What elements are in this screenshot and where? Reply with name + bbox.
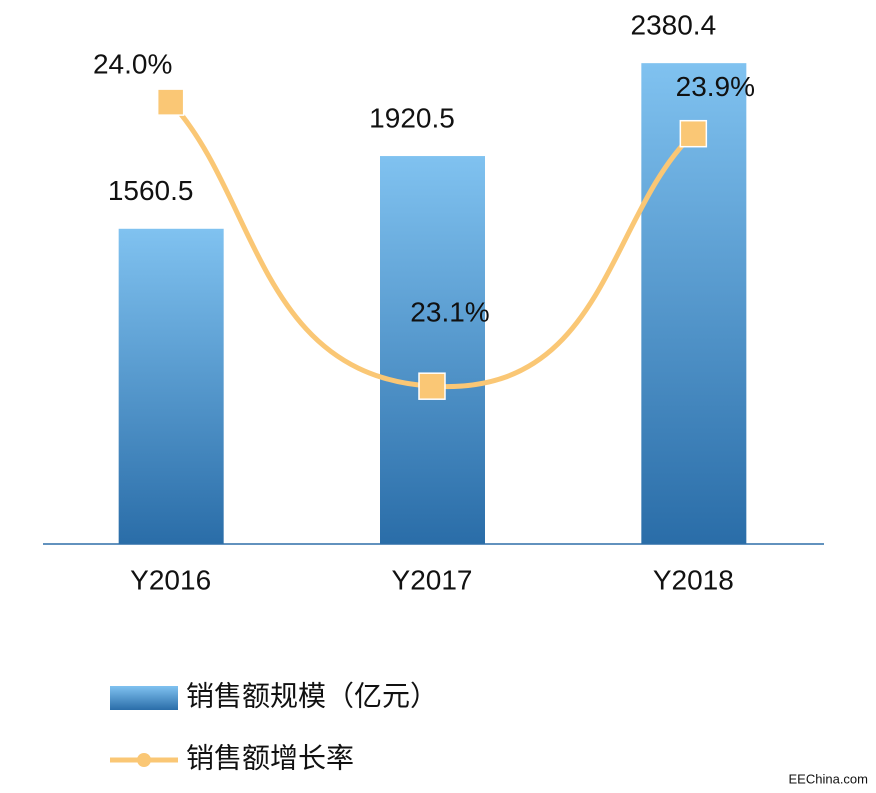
- line-marker: [679, 119, 708, 148]
- bar-value-label: 1560.5: [108, 175, 194, 206]
- legend-marker: [137, 753, 151, 767]
- line-value-label: 23.1%: [410, 297, 489, 328]
- bar: [118, 228, 224, 545]
- x-tick-label: Y2018: [653, 564, 734, 595]
- x-tick-label: Y2017: [392, 564, 473, 595]
- legend-label: 销售额增长率: [186, 742, 354, 773]
- legend-label: 销售额规模（亿元）: [186, 680, 438, 711]
- bar-value-label: 1920.5: [369, 102, 455, 133]
- line-marker: [418, 372, 446, 400]
- bar-value-label: 2380.4: [631, 10, 717, 41]
- watermark: EEChina.com: [789, 771, 868, 786]
- line-value-label: 24.0%: [93, 49, 172, 80]
- bar: [380, 156, 485, 544]
- x-tick-label: Y2016: [130, 564, 211, 595]
- line-value-label: 23.9%: [676, 71, 755, 102]
- legend-swatch: [110, 686, 178, 710]
- line-marker: [156, 88, 185, 116]
